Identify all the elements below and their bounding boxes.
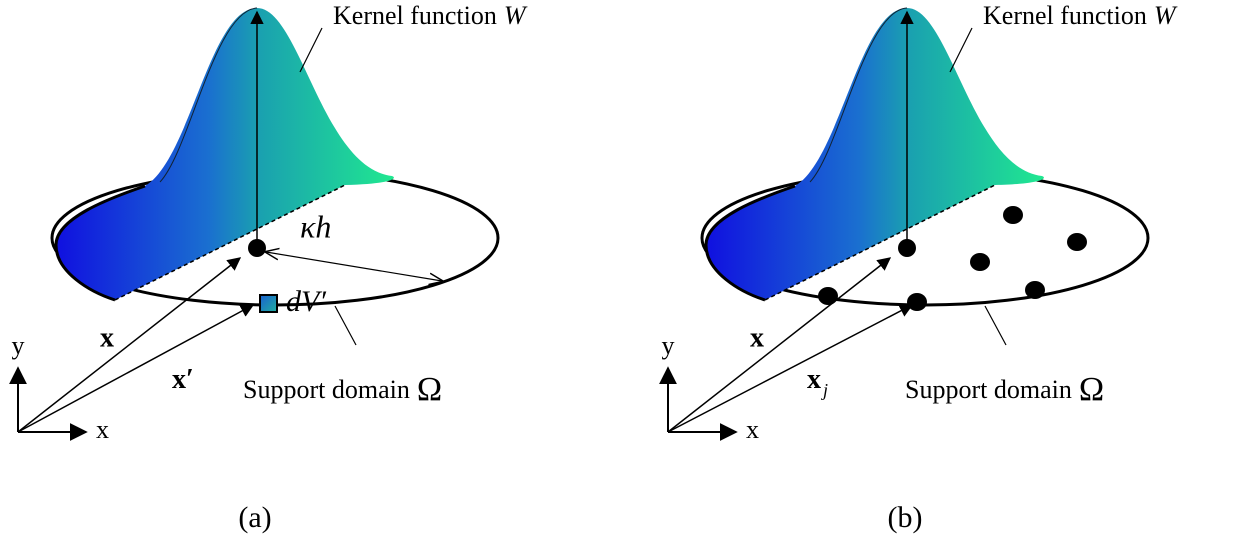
- position-label: x: [100, 322, 114, 353]
- domain-label: Support domain: [905, 375, 1072, 404]
- kernel-leader: [300, 28, 322, 72]
- axis-x-label: x: [96, 415, 109, 444]
- neighbor-vector: [668, 305, 912, 432]
- figure: yxxx′Kernel functionWSupport domainΩ(a)κ…: [0, 0, 1245, 550]
- domain-leader: [335, 306, 356, 345]
- axis-y-label: y: [662, 331, 675, 360]
- particle: [1003, 206, 1023, 224]
- neighbor-text: x′: [172, 364, 194, 395]
- neighbor-label: x′: [172, 364, 194, 395]
- neighbor-vector: [18, 305, 253, 432]
- center-point: [248, 239, 266, 257]
- kernel-symbol: W: [504, 1, 528, 30]
- center-point: [898, 239, 916, 257]
- kernel-leader: [950, 28, 972, 72]
- radius-label: κh: [300, 208, 331, 244]
- particle: [970, 253, 990, 271]
- particle: [818, 287, 838, 305]
- axis-x-label: x: [746, 415, 759, 444]
- particle: [1067, 233, 1087, 251]
- particle: [1025, 281, 1045, 299]
- particle: [907, 293, 927, 311]
- volume-element: [260, 295, 277, 312]
- volume-label: dV′: [286, 285, 326, 318]
- kernel-symbol: W: [1154, 1, 1178, 30]
- domain-leader: [985, 306, 1006, 345]
- caption: (b): [888, 501, 923, 534]
- neighbor-label: x: [807, 364, 821, 395]
- domain-symbol: Ω: [417, 371, 442, 408]
- domain-label: Support domain: [243, 375, 410, 404]
- kernel-label: Kernel function: [983, 1, 1147, 30]
- neighbor-subscript: j: [821, 380, 828, 400]
- position-label: x: [750, 322, 764, 353]
- axis-y-label: y: [12, 331, 25, 360]
- domain-symbol: Ω: [1079, 371, 1104, 408]
- kernel-label: Kernel function: [333, 1, 497, 30]
- caption: (a): [238, 501, 271, 534]
